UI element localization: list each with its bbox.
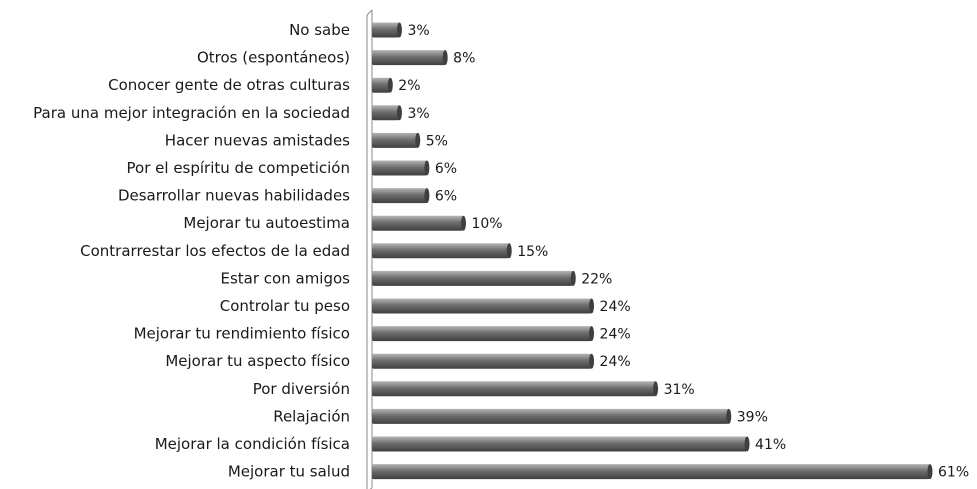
category-label: Contrarrestar los efectos de la edad [80, 242, 350, 260]
category-label: No sabe [289, 21, 350, 39]
bar-end-cap [460, 215, 466, 231]
value-label: 10% [471, 216, 502, 232]
bar [372, 50, 446, 66]
category-label: Mejorar tu autoestima [183, 214, 350, 232]
bar-end-cap [396, 22, 402, 38]
category-label: Controlar tu peso [220, 297, 350, 315]
bar-end-cap [653, 381, 659, 397]
bar [372, 381, 656, 397]
bar [372, 160, 427, 176]
value-label: 3% [407, 106, 429, 122]
bar [372, 464, 930, 480]
category-label: Mejorar la condición física [155, 435, 350, 453]
value-label: 39% [737, 409, 768, 425]
value-label: 3% [407, 23, 429, 39]
bar-end-cap [424, 160, 430, 176]
category-label: Conocer gente de otras culturas [108, 76, 350, 94]
bar [372, 270, 574, 286]
value-label: 8% [453, 51, 475, 67]
bar-end-cap [396, 105, 402, 121]
value-label: 41% [755, 437, 786, 453]
value-label: 6% [435, 161, 457, 177]
bar-end-cap [415, 132, 421, 148]
bar-end-cap [589, 326, 595, 342]
value-label: 24% [600, 354, 631, 370]
bar [372, 215, 464, 231]
bar [372, 188, 427, 204]
bar-end-cap [570, 270, 576, 286]
category-label: Mejorar tu aspecto físico [165, 352, 350, 370]
bar-end-cap [726, 408, 732, 424]
y-axis-bottom-cap [369, 487, 373, 489]
bar-end-cap [927, 464, 933, 480]
value-label: 61% [938, 465, 969, 481]
value-label: 2% [398, 78, 420, 94]
bar [372, 77, 391, 93]
bar-end-cap [442, 50, 448, 66]
bar [372, 132, 418, 148]
value-label: 5% [426, 133, 448, 149]
category-label: Mejorar tu salud [228, 463, 350, 481]
bar [372, 243, 510, 259]
bar [372, 353, 592, 369]
bar [372, 326, 592, 342]
bar [372, 22, 400, 38]
category-label: Desarrollar nuevas habilidades [118, 187, 350, 205]
value-label: 22% [581, 271, 612, 287]
bar [372, 436, 748, 452]
bar-end-cap [589, 353, 595, 369]
bar-end-cap [506, 243, 512, 259]
bar-end-cap [424, 188, 430, 204]
category-label: Para una mejor integración en la socieda… [33, 104, 350, 122]
bar [372, 408, 729, 424]
category-label: Otros (espontáneos) [197, 49, 350, 67]
axis-layer [366, 9, 373, 489]
category-label: Por diversión [253, 380, 350, 398]
bar [372, 105, 400, 121]
value-label: 24% [600, 299, 631, 315]
labels-layer: No sabe 3% Otros (espontáneos) 8% Conocer ge… [33, 21, 969, 481]
bar-end-cap [589, 298, 595, 314]
bar-end-cap [387, 77, 393, 93]
bar [372, 298, 592, 314]
category-label: Relajación [273, 407, 350, 425]
bar-end-cap [744, 436, 750, 452]
category-label: Hacer nuevas amistades [165, 131, 350, 149]
category-label: Mejorar tu rendimiento físico [134, 325, 350, 343]
bars-layer [372, 22, 933, 480]
category-label: Por el espíritu de competición [127, 159, 350, 177]
category-label: Estar con amigos [221, 269, 351, 287]
value-label: 24% [600, 327, 631, 343]
value-label: 6% [435, 189, 457, 205]
y-axis-top-cap [366, 9, 373, 16]
value-label: 15% [517, 244, 548, 260]
value-label: 31% [664, 382, 695, 398]
